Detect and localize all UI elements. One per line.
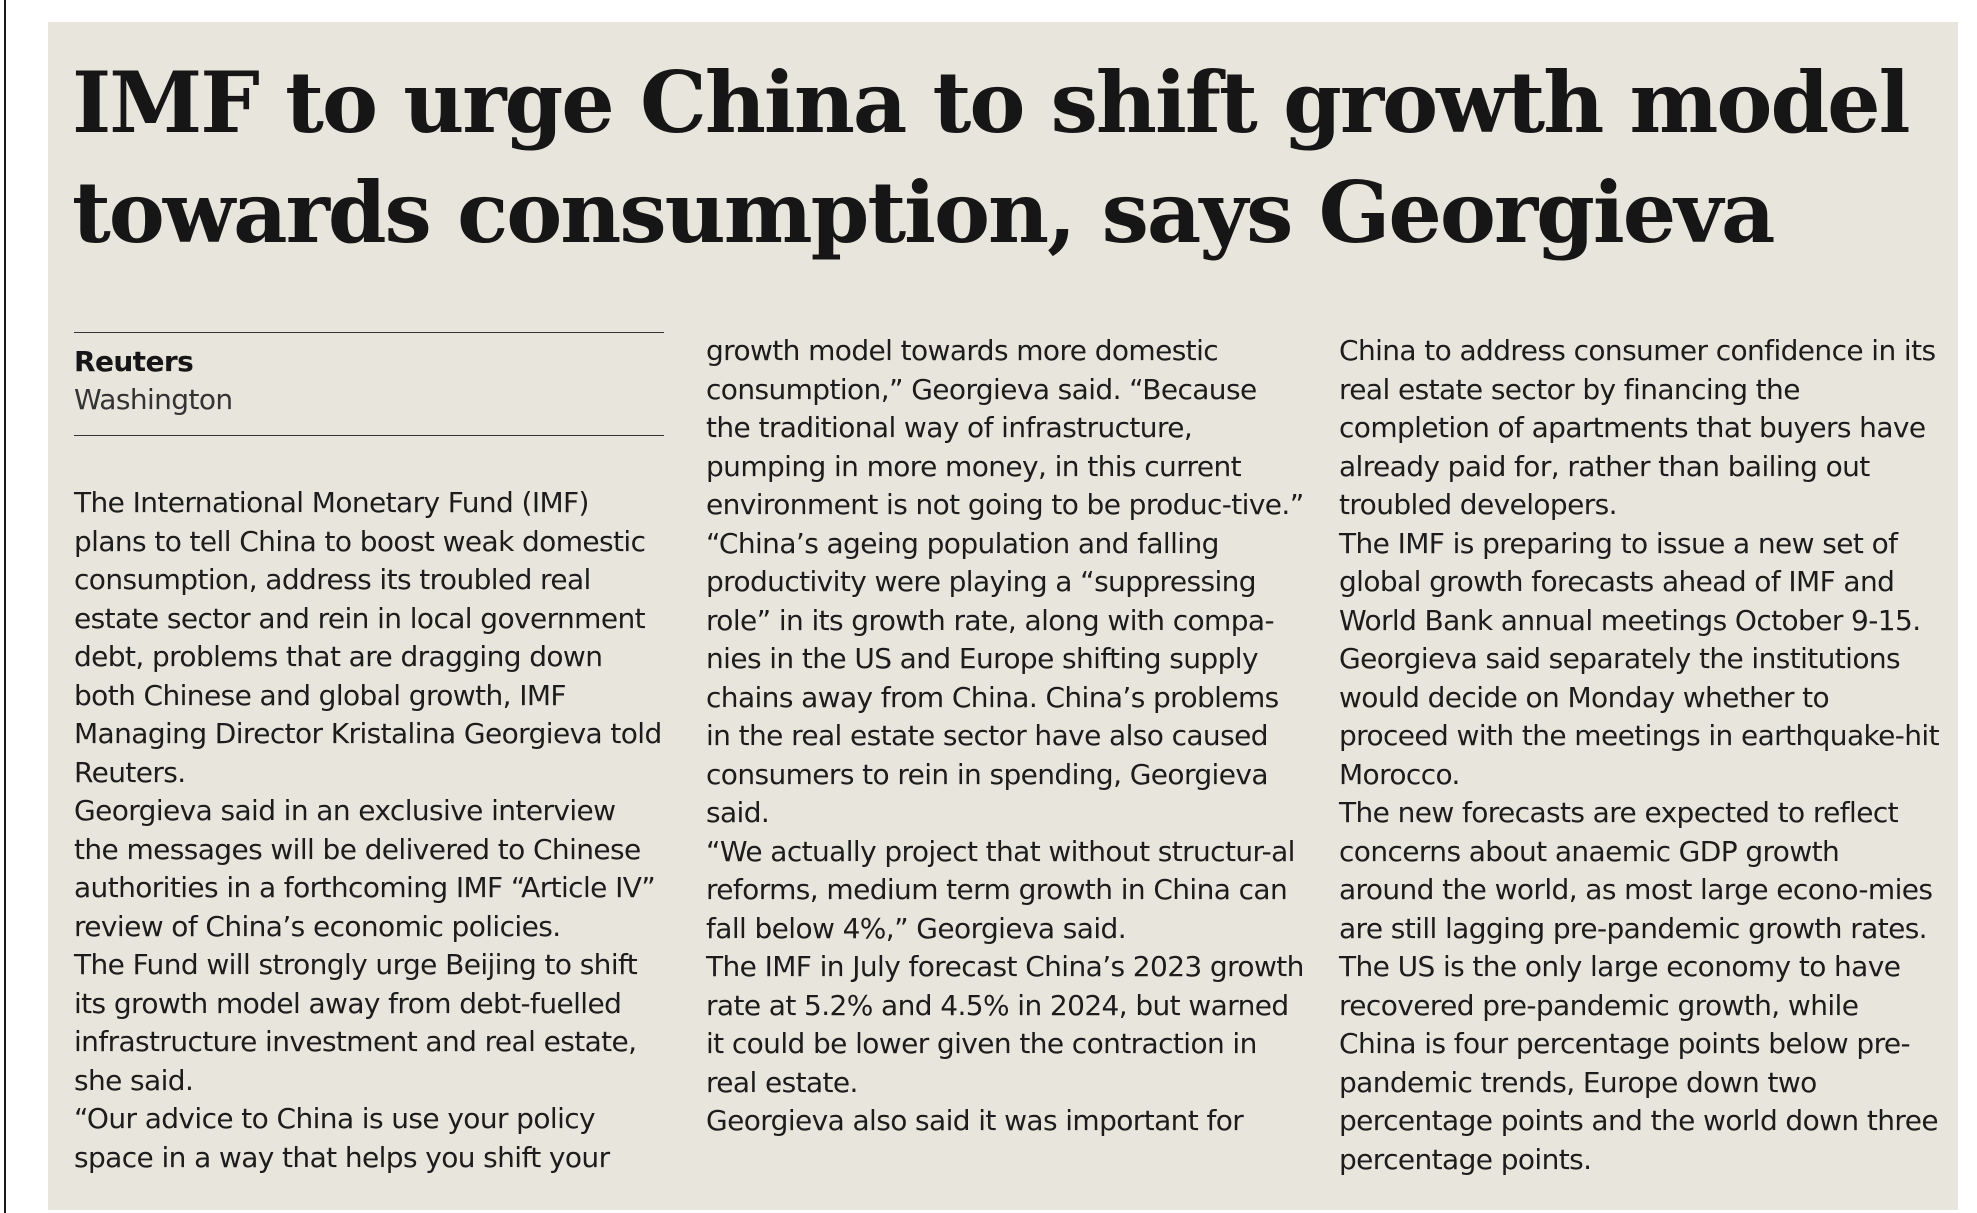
paragraph: “We actually project that without struct… <box>706 834 1295 945</box>
paragraph: China to address consumer confidence in … <box>1339 334 1936 521</box>
paragraph: “Our advice to China is use your policy … <box>74 1102 610 1174</box>
headline: IMF to urge China to shift growth model … <box>72 48 1932 268</box>
byline: Reuters Washington <box>74 332 664 436</box>
article-column-2: growth model towards more domestic consu… <box>706 332 1306 1141</box>
paragraph: Georgieva said in an exclusive interview… <box>74 794 656 943</box>
article-column-3: China to address consumer confidence in … <box>1339 332 1940 1179</box>
paragraph: growth model towards more domestic consu… <box>706 334 1304 521</box>
newspaper-clipping <box>48 22 1958 1210</box>
article-column-1: Reuters Washington The International Mon… <box>74 332 664 1177</box>
page-edge-line <box>4 0 6 1213</box>
paragraph: The new forecasts are expected to reflec… <box>1339 796 1939 1176</box>
paragraph: The IMF is preparing to issue a new set … <box>1339 526 1921 637</box>
paragraph: “China’s ageing population and falling p… <box>706 526 1279 830</box>
paragraph: Georgieva said separately the institutio… <box>1339 642 1940 791</box>
paragraph: The IMF in July forecast China’s 2023 gr… <box>706 950 1304 1099</box>
headline-line-1: IMF to urge China to shift growth model <box>72 53 1911 152</box>
headline-line-2: towards consumption, says Georgieva <box>72 163 1775 262</box>
byline-agency: Reuters <box>74 345 194 378</box>
paragraph: Georgieva also said it was important for <box>706 1104 1244 1137</box>
paragraph: The International Monetary Fund (IMF) pl… <box>74 486 662 789</box>
paragraph: The Fund will strongly urge Beijing to s… <box>74 948 638 1097</box>
byline-dateline: Washington <box>74 383 233 416</box>
